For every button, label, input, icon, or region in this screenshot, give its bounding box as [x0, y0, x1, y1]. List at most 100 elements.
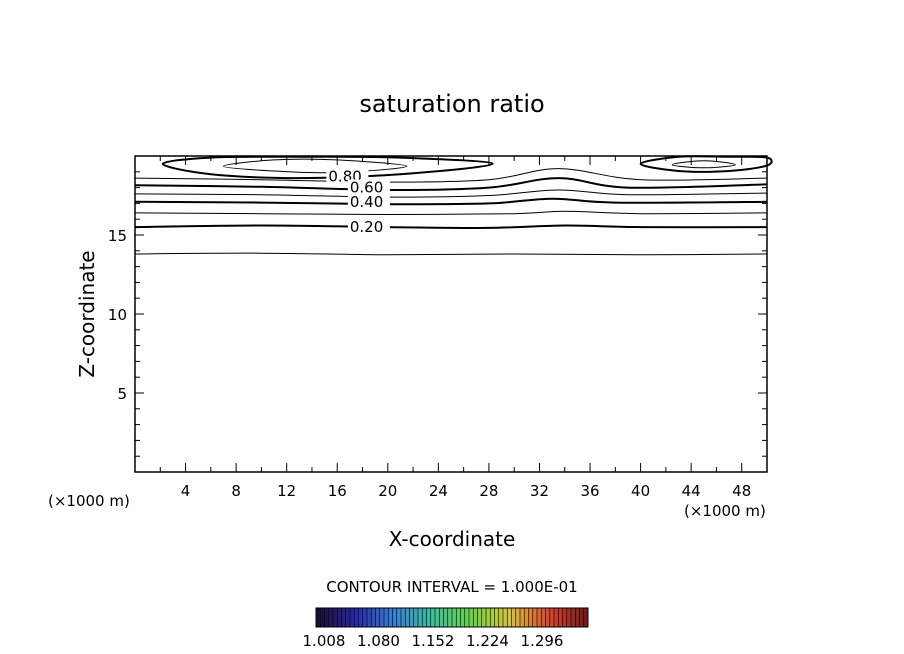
colorbar-cell: [371, 608, 376, 627]
x-tick-label: 24: [429, 482, 448, 500]
x-tick-label: 44: [682, 482, 701, 500]
contour-label-bg: [347, 219, 390, 235]
colorbar-cell: [494, 608, 500, 627]
colorbar-cell: [549, 608, 555, 627]
colorbar-cell: [481, 608, 487, 627]
x-tick-label: 48: [732, 482, 751, 500]
colorbar-cell: [430, 608, 436, 627]
x-axis-label: X-coordinate: [389, 527, 516, 551]
contour-label-bg: [347, 179, 390, 195]
colorbar-cell: [469, 608, 474, 627]
contour-line: [134, 210, 768, 216]
contour-line: [134, 189, 768, 198]
colorbar-labels: 1.008 1.080 1.152 1.224 1.296: [303, 632, 564, 650]
contour-line: [222, 158, 408, 174]
colorbar-cell: [396, 608, 402, 627]
colorbar: [315, 607, 589, 628]
colorbar-cell: [558, 608, 563, 627]
colorbar-cell: [583, 608, 589, 627]
colorbar-cell: [316, 608, 321, 627]
x-tick-label: 20: [378, 482, 397, 500]
colorbar-cell: [384, 608, 389, 627]
colorbar-cell: [362, 608, 368, 627]
y-tick-label: 5: [117, 385, 127, 403]
colorbar-cell: [345, 608, 351, 627]
colorbar-cell: [507, 608, 512, 627]
x-tick-label: 40: [631, 482, 650, 500]
colorbar-cell: [473, 608, 478, 627]
colorbar-cell: [341, 608, 347, 627]
contour-line: [161, 155, 494, 180]
x-tick-label: 36: [580, 482, 599, 500]
colorbar-cell: [498, 608, 504, 627]
colorbar-cell: [541, 608, 546, 627]
chart-title: saturation ratio: [359, 90, 544, 118]
colorbar-cell: [571, 608, 576, 627]
colorbar-cell: [333, 608, 338, 627]
colorbar-cell: [379, 608, 385, 627]
colorbar-cell: [562, 608, 568, 627]
contour-line: [671, 160, 736, 169]
x-unit-left: (×1000 m): [48, 492, 130, 510]
colorbar-cell: [358, 608, 364, 627]
colorbar-cell: [422, 608, 427, 627]
colorbar-cell: [401, 608, 406, 627]
x-tick-label: 8: [231, 482, 241, 500]
colorbar-cell: [520, 608, 525, 627]
colorbar-cell: [579, 608, 585, 627]
colorbar-tick-label: 1.008: [303, 632, 346, 650]
colorbar-cell: [439, 608, 444, 627]
colorbar-cell: [328, 608, 334, 627]
colorbar-cell: [354, 608, 359, 627]
colorbar-cell: [503, 608, 508, 627]
colorbar-cell: [392, 608, 398, 627]
colorbar-cell: [388, 608, 393, 627]
colorbar-cell: [456, 608, 461, 627]
y-axis-label: Z-coordinate: [75, 250, 99, 377]
contour-line: [134, 197, 768, 206]
contour-lines: [134, 155, 773, 256]
contour-line: [639, 155, 773, 173]
colorbar-tick-label: 1.080: [357, 632, 400, 650]
x-tick-label: 28: [479, 482, 498, 500]
colorbar-cell: [511, 608, 517, 627]
colorbar-cell: [324, 608, 330, 627]
y-tick-label: 10: [108, 306, 127, 324]
colorbar-cell: [447, 608, 453, 627]
colorbar-cell: [524, 608, 529, 627]
y-tick-label: 15: [108, 227, 127, 245]
colorbar-cell: [426, 608, 432, 627]
colorbar-tick-label: 1.296: [521, 632, 564, 650]
contour-label-bg: [347, 193, 390, 209]
colorbar-cell: [460, 608, 466, 627]
contour-label: 0.40: [350, 193, 383, 211]
colorbar-cell: [337, 608, 342, 627]
colorbar-cell: [464, 608, 470, 627]
contour-line: [134, 177, 768, 192]
colorbar-cell: [486, 608, 491, 627]
x-unit-right: (×1000 m): [684, 502, 766, 520]
contour-label: 0.20: [350, 218, 383, 236]
colorbar-cell: [532, 608, 538, 627]
colorbar-cell: [537, 608, 542, 627]
x-axis-ticks: 4 8 12 16 20 24 28 32 36 40 44 48: [159, 156, 751, 500]
colorbar-cell: [452, 608, 457, 627]
colorbar-cell: [490, 608, 495, 627]
colorbar-cell: [554, 608, 559, 627]
colorbar-tick-label: 1.224: [466, 632, 509, 650]
colorbar-cell: [575, 608, 580, 627]
contour-interval-text: CONTOUR INTERVAL = 1.000E-01: [326, 578, 577, 596]
contour-line: [134, 224, 768, 229]
colorbar-cell: [545, 608, 551, 627]
colorbar-cell: [350, 608, 355, 627]
colorbar-cell: [477, 608, 483, 627]
x-tick-label: 4: [181, 482, 191, 500]
x-tick-label: 32: [530, 482, 549, 500]
colorbar-cell: [409, 608, 415, 627]
colorbar-cell: [375, 608, 381, 627]
colorbar-frame: [315, 607, 589, 628]
colorbar-cell: [443, 608, 449, 627]
contour-line: [134, 252, 768, 256]
colorbar-cell: [405, 608, 410, 627]
